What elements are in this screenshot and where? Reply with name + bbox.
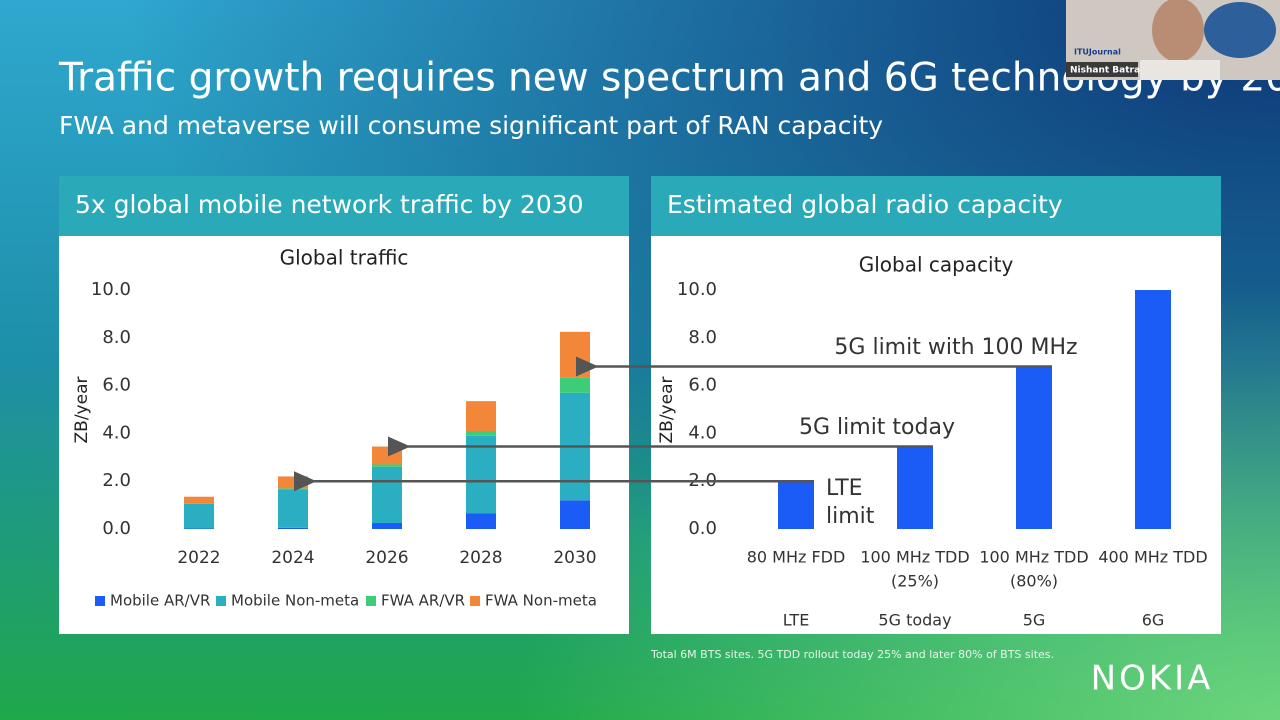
bar [1135, 290, 1171, 529]
y-tick-label: 4.0 [102, 422, 131, 443]
bar-segment [278, 488, 308, 490]
chart-title: Global capacity [859, 253, 1014, 277]
legend-swatch [95, 596, 105, 606]
x-tick-label: (80%) [1010, 572, 1058, 591]
group-label: 5G today [878, 611, 951, 630]
speaker-shirt [1140, 60, 1220, 80]
bar [778, 481, 814, 529]
speaker-name: Nishant Batra [1070, 66, 1140, 76]
legend-label: FWA AR/VR [381, 592, 465, 610]
bar [897, 446, 933, 529]
x-tick-label: 2030 [553, 548, 596, 568]
video-brand: ITUJournal [1074, 48, 1121, 57]
bar-segment [278, 527, 308, 529]
bar-segment [466, 431, 496, 436]
legend-swatch [216, 596, 226, 606]
y-tick-label: 0.0 [102, 518, 131, 539]
bar-segment [560, 500, 590, 529]
name-tag [1066, 62, 1138, 77]
chart-title: Global traffic [280, 246, 409, 270]
bar-segment [278, 489, 308, 528]
panel [59, 176, 629, 634]
legend-label: Mobile AR/VR [110, 592, 210, 610]
legend-swatch [470, 596, 480, 606]
bar-segment [560, 377, 590, 393]
bar-segment [466, 435, 496, 514]
video-backdrop [1204, 2, 1276, 58]
legend-swatch [366, 596, 376, 606]
x-tick-label: 100 MHz TDD [979, 548, 1088, 567]
annotation: 5G limit with 100 MHz [834, 335, 1077, 360]
bar-segment [184, 503, 214, 529]
panel-header [59, 176, 629, 236]
y-tick-label: 6.0 [102, 375, 131, 396]
y-tick-label: 8.0 [102, 327, 131, 348]
bar-segment [372, 523, 402, 529]
bar-segment [184, 496, 214, 504]
x-tick-label: 2026 [365, 548, 408, 568]
y-tick-label: 10.0 [91, 279, 131, 300]
group-label: LTE [783, 611, 810, 630]
bar [1016, 366, 1052, 529]
y-tick-label: 0.0 [688, 518, 717, 539]
group-label: 6G [1142, 611, 1165, 630]
y-tick-label: 8.0 [688, 327, 717, 348]
speaker-face [1152, 0, 1204, 62]
bar-segment [560, 331, 590, 378]
annotation: 5G limit today [799, 415, 955, 440]
y-axis-label: ZB/year [657, 377, 677, 444]
bar-segment [372, 466, 402, 524]
y-tick-label: 10.0 [677, 279, 717, 300]
y-tick-label: 6.0 [688, 375, 717, 396]
footnote: Total 6M BTS sites. 5G TDD rollout today… [650, 648, 1054, 661]
bar-segment [278, 476, 308, 489]
x-tick-label: 400 MHz TDD [1098, 548, 1207, 567]
y-tick-label: 4.0 [688, 422, 717, 443]
x-tick-label: 2028 [459, 548, 502, 568]
bar-segment [466, 513, 496, 529]
bar-segment [466, 401, 496, 432]
x-tick-label: 100 MHz TDD [860, 548, 969, 567]
panel-header-text: Estimated global radio capacity [667, 190, 1063, 219]
group-label: 5G [1023, 611, 1046, 630]
legend-label: Mobile Non-meta [231, 592, 359, 610]
annotation: LTE [826, 476, 863, 501]
bar-segment [372, 446, 402, 465]
x-tick-label: (25%) [891, 572, 939, 591]
legend-label: FWA Non-meta [485, 592, 597, 610]
panel-header [651, 176, 1221, 236]
y-axis-label: ZB/year [72, 377, 92, 444]
x-tick-label: 2022 [177, 548, 220, 568]
panel [651, 176, 1221, 634]
slide-subtitle: FWA and metaverse will consume significa… [59, 111, 883, 140]
panel-header-text: 5x global mobile network traffic by 2030 [75, 190, 584, 219]
y-tick-label: 2.0 [102, 470, 131, 491]
x-tick-label: 2024 [271, 548, 314, 568]
annotation: limit [826, 504, 875, 529]
x-tick-label: 80 MHz FDD [747, 548, 846, 567]
bar-segment [372, 464, 402, 467]
logo: NOKIA [1091, 659, 1214, 699]
